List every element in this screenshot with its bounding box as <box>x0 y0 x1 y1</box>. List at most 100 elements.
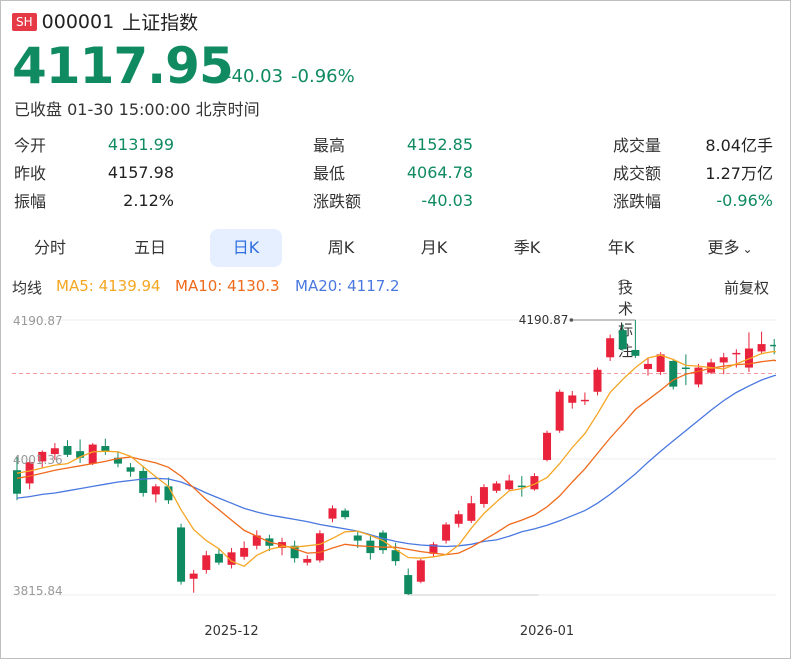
candle-body <box>290 545 299 559</box>
candle-body <box>139 470 148 493</box>
chevron-down-icon: ⌄ <box>742 242 753 256</box>
candle-body <box>719 357 728 363</box>
tab-intraday[interactable]: 分时 <box>33 238 66 257</box>
candle-body <box>113 457 122 464</box>
candle-body <box>177 527 186 582</box>
candle-body <box>76 451 85 458</box>
y-axis-label: 3815.84 <box>13 584 63 598</box>
stat-change-percent: 涨跌幅 -0.96% <box>613 186 773 214</box>
change-amount: -40.03 <box>225 66 284 87</box>
stat-value: 8.04亿手 <box>705 136 773 155</box>
ma10-line <box>16 359 776 556</box>
candle-body <box>63 446 72 455</box>
candle-body <box>555 391 564 431</box>
stat-low: 最低 4064.78 <box>313 158 473 186</box>
candle-body <box>530 476 539 490</box>
candle-body <box>429 544 438 554</box>
price-change: -40.03 -0.96% <box>225 66 363 87</box>
stat-label: 成交量 <box>613 136 662 155</box>
candle-body <box>391 550 400 562</box>
tab-daily-k[interactable]: 日K <box>210 229 282 267</box>
y-axis-label: 4001.36 <box>13 453 63 467</box>
stock-code: 000001 <box>41 10 115 33</box>
candle-body <box>631 349 640 356</box>
candle-body <box>492 483 501 491</box>
candle-body <box>303 558 312 563</box>
candle-body <box>341 510 350 518</box>
tab-weekly-k[interactable]: 周K <box>327 238 355 257</box>
max-annotation-dot <box>569 318 574 322</box>
current-price: 4117.95 <box>12 37 234 95</box>
candle-body <box>770 344 776 347</box>
candle-body <box>505 480 514 490</box>
candle-body <box>606 338 615 358</box>
candle-body <box>580 399 589 402</box>
candle-body <box>404 575 413 595</box>
stat-volume: 成交量 8.04亿手 <box>613 130 773 158</box>
candle-body <box>151 486 160 495</box>
stat-high: 最高 4152.85 <box>313 130 473 158</box>
candle-body <box>38 451 47 462</box>
candle-body <box>227 552 236 565</box>
ma5-value: MA5: 4139.94 <box>56 277 161 295</box>
candle-body <box>315 533 324 561</box>
tab-yearly-k[interactable]: 年K <box>607 238 635 257</box>
candle-body <box>240 547 249 557</box>
stat-label: 振幅 <box>14 192 47 211</box>
stat-value: -40.03 <box>421 190 473 210</box>
tab-more-label: 更多 <box>707 238 740 257</box>
stat-open: 今开 4131.99 <box>14 130 174 158</box>
candle-body <box>669 360 678 387</box>
tab-monthly-k[interactable]: 月K <box>420 238 448 257</box>
stat-value: -0.96% <box>716 190 773 210</box>
stat-value: 4064.78 <box>406 162 473 182</box>
stat-label: 今开 <box>14 136 47 155</box>
candle-body <box>252 535 261 546</box>
candle-body <box>593 369 602 392</box>
candle-body <box>214 553 223 563</box>
stat-turnover: 成交额 1.27万亿 <box>613 158 773 186</box>
stats-col-2: 最高 4152.85 最低 4064.78 涨跌额 -40.03 <box>313 130 473 214</box>
x-axis-label: 2025-12 <box>204 624 258 639</box>
candle-body <box>50 448 59 455</box>
candle-body <box>644 363 652 370</box>
kline-chart[interactable]: 4190.87 4190.87 4001.36 3815.84 2025-12 2026-… <box>12 305 776 645</box>
candle-body <box>757 344 766 352</box>
candle-body <box>656 354 665 372</box>
stat-label: 涨跌幅 <box>613 192 662 211</box>
stat-label: 最高 <box>313 136 346 155</box>
candle-body <box>328 508 337 519</box>
period-tabs: 分时 五日 日K 周K 月K 季K 年K 更多 ⌄ <box>12 229 780 267</box>
candle-body <box>442 524 451 541</box>
stat-label: 昨收 <box>14 164 47 183</box>
candle-body <box>202 555 211 570</box>
tab-more[interactable]: 更多 ⌄ <box>690 229 770 267</box>
candle-body <box>479 487 488 504</box>
tab-five-day[interactable]: 五日 <box>133 238 166 257</box>
candle-body <box>88 444 97 464</box>
ma5-line <box>16 350 776 568</box>
ma-legend-label: 均线 <box>12 279 43 297</box>
candle-body <box>694 367 703 385</box>
candle-body <box>568 395 577 403</box>
ma10-value: MA10: 4130.3 <box>175 277 280 295</box>
candle-body <box>189 573 198 579</box>
annotation-icon: ⌒ <box>618 279 631 293</box>
stat-amplitude: 振幅 2.12% <box>14 186 174 214</box>
tab-quarterly-k[interactable]: 季K <box>513 238 541 257</box>
candle-body <box>25 462 34 484</box>
candle-body <box>126 467 135 472</box>
candle-body <box>517 485 526 488</box>
ma20-value: MA20: 4117.2 <box>295 277 400 295</box>
stock-name: 上证指数 <box>122 12 199 34</box>
adjust-button[interactable]: 前复权 <box>724 279 770 297</box>
stat-prev-close: 昨收 4157.98 <box>14 158 174 186</box>
stat-value: 4131.99 <box>107 134 174 154</box>
stats-col-3: 成交量 8.04亿手 成交额 1.27万亿 涨跌幅 -0.96% <box>613 130 773 214</box>
stat-label: 成交额 <box>613 164 662 183</box>
candle-body <box>467 503 476 521</box>
candle-body <box>744 348 753 368</box>
market-badge: SH <box>12 12 37 31</box>
candle-body <box>732 352 741 355</box>
stat-label: 最低 <box>313 164 346 183</box>
